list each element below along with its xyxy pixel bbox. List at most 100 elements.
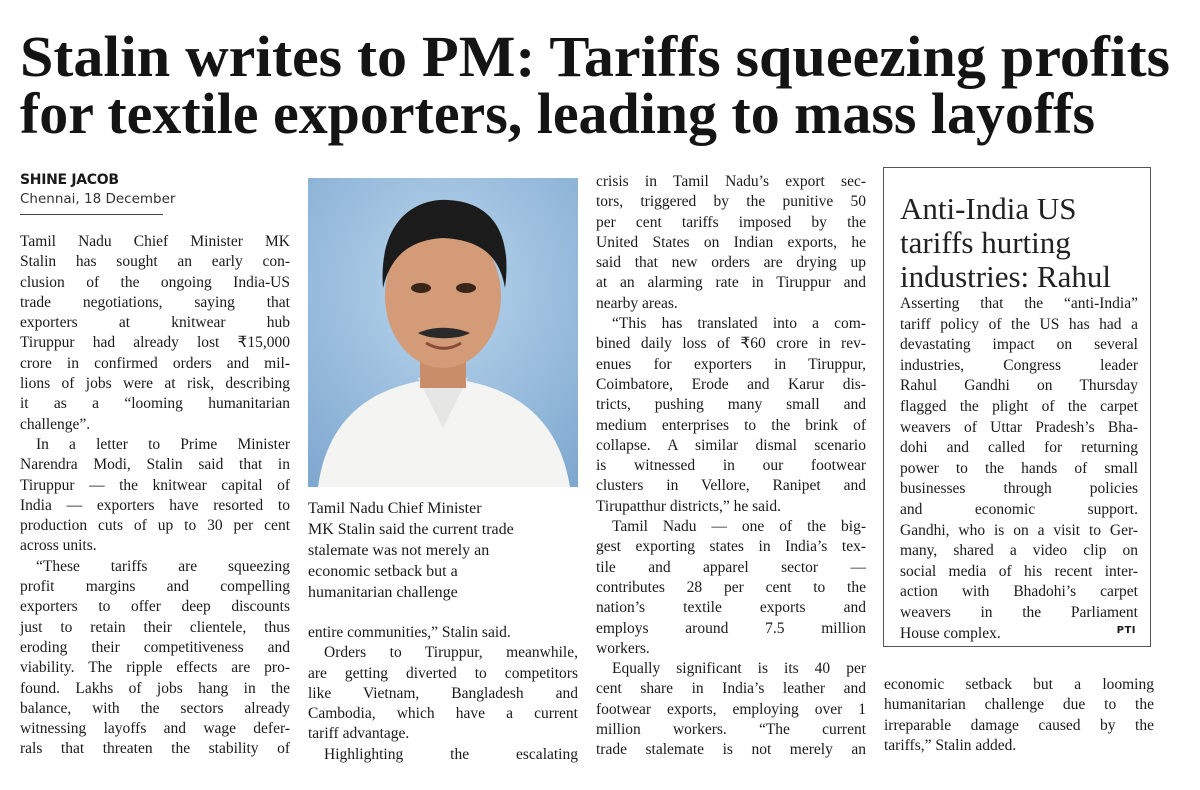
caption-line: stalemate was not merely an [308, 542, 490, 559]
sidebar-line: flagged the plight of the carpet [900, 397, 1138, 415]
sidebar-line: House complex. [900, 624, 1001, 642]
sidebar-line: and economic support. [900, 500, 1138, 518]
text-line: Equally significant is its 40 per [612, 660, 866, 678]
text-line: United States on Indian exports, he [596, 233, 866, 251]
text-line: In a letter to Prime Minister [36, 435, 290, 453]
text-line: just to retain their clientele, thus [20, 618, 290, 636]
text-line: tricts, pushing many small and [596, 396, 866, 414]
text-line: Highlighting the escalating [324, 745, 578, 763]
text-line: irreparable damage caused by the [884, 716, 1154, 734]
text-line: like Vietnam, Bangladesh and [308, 684, 578, 702]
text-line: clusion of the ongoing India-US [20, 273, 290, 291]
text-line: medium enterprises to the brink of [596, 416, 866, 434]
text-line: trade negotiations, saying that [20, 293, 290, 311]
text-line: tariffs,” Stalin added. [884, 736, 1017, 754]
text-line: profit margins and compelling [20, 578, 290, 596]
caption-line: Tamil Nadu Chief Minister [308, 500, 482, 517]
text-line: “This has translated into a com- [612, 315, 866, 333]
sidebar-line: Gandhi, who is on a visit to Ger- [900, 521, 1138, 539]
text-line: Narendra Modi, Stalin said that in [20, 456, 290, 474]
text-line: Tirupatthur districts,” he said. [596, 497, 781, 515]
text-line: crisis in Tamil Nadu’s export sec- [596, 173, 866, 190]
text-line: is witnessed in our footwear [596, 457, 866, 475]
text-line: across units. [20, 537, 97, 555]
text-line: collapse. A similar dismal scenario [596, 436, 866, 454]
sidebar-body: Asserting that the “anti-India” tariff po… [900, 294, 1138, 644]
text-line: humanitarian challenge due to the [884, 696, 1154, 714]
text-line: nation’s textile exports and [596, 599, 866, 617]
text-line: crore in confirmed orders and mil- [20, 354, 290, 372]
text-line: nearby areas. [596, 294, 678, 312]
text-line: are getting diverted to competitors [308, 664, 578, 682]
text-column: economic setback but a looming humanitari… [884, 675, 1154, 756]
text-column: entire communities,” Stalin said. Orders … [308, 623, 578, 765]
sidebar-line: weavers in the Parliament [900, 603, 1138, 621]
text-line: production cuts of up to 30 per cent [20, 517, 290, 535]
text-line: million workers. “The current [596, 721, 866, 739]
text-column: Tamil Nadu Chief Minister MK Stalin has s… [20, 232, 290, 760]
text-line: balance, with the sectors already [20, 699, 290, 717]
sidebar-line: Rahul Gandhi on Thursday [900, 377, 1138, 395]
text-line: Coimbatore, Erode and Karur dis- [596, 375, 866, 393]
text-line: cent share in India’s leather and [596, 680, 866, 698]
text-line: per cent tariffs imposed by the [596, 213, 866, 231]
text-line: Tiruppur had already lost ₹15,000 [20, 334, 290, 352]
text-line: tile and apparel sector — [596, 558, 866, 576]
text-line: footwear exports, employing over 1 [596, 700, 866, 718]
sidebar-line: devastating impact on several [900, 336, 1138, 354]
credit: PTI [1116, 625, 1136, 636]
sidebar-line: Asserting that the “anti-India” [900, 295, 1138, 312]
sidebar-line: tariff policy of the US has had a [900, 315, 1138, 333]
photo-caption: Tamil Nadu Chief Minister MK Stalin said … [308, 498, 578, 603]
text-line: lions of jobs were at risk, describing [20, 375, 290, 393]
text-line: Cambodia, which have a current [308, 705, 578, 723]
text-line: gest exporting states in India’s tex- [596, 538, 866, 556]
headline: Stalin writes to PM: Tariffs squeezing p… [20, 24, 1170, 146]
text-line: bined daily loss of ₹60 crore in rev- [596, 335, 866, 353]
text-line: employs around 7.5 million [596, 619, 866, 637]
text-line: contributes 28 per cent to the [596, 578, 866, 596]
text-line: Orders to Tiruppur, meanwhile, [324, 644, 578, 662]
text-column: crisis in Tamil Nadu’s export sec-tors, … [596, 172, 866, 761]
text-line: challenge”. [20, 415, 91, 433]
text-line: tors, triggered by the punitive 50 [596, 193, 866, 211]
byline: SHINE JACOB Chennai, 18 December [20, 172, 175, 207]
text-line: entire communities,” Stalin said. [308, 624, 511, 641]
sidebar-title-line: industries: Rahul [900, 259, 1111, 294]
text-line: at an alarming rate in Tiruppur and [596, 274, 866, 292]
caption-line: MK Stalin said the current trade [308, 521, 514, 538]
sidebar-line: dohi and called for returning [900, 439, 1138, 457]
headline-line: Stalin writes to PM: Tariffs squeezing p… [20, 24, 1170, 89]
text-line: viability. The ripple effects are pro- [20, 659, 290, 677]
text-line: trade stalemate is not merely an [596, 741, 866, 759]
headline-line: for textile exporters, leading to mass l… [20, 81, 1095, 146]
sidebar-line: many, shared a video clip on [900, 542, 1138, 560]
caption-line: humanitarian challenge [308, 584, 458, 601]
author: SHINE JACOB [20, 172, 119, 188]
text-line: exporters to offer deep discounts [20, 598, 290, 616]
text-line: Tamil Nadu Chief Minister MK [20, 233, 290, 250]
sidebar-line: businesses through policies [900, 480, 1138, 498]
sidebar-title-line: Anti-India US [900, 191, 1077, 226]
sidebar-line: weavers of Uttar Pradesh’s Bha- [900, 418, 1138, 436]
text-line: workers. [596, 639, 650, 657]
sidebar-title: Anti-India US tariffs hurting industries: … [900, 192, 1111, 294]
sidebar-box: Anti-India US tariffs hurting industries: … [883, 167, 1151, 647]
text-line: Stalin has sought an early con- [20, 253, 290, 271]
text-line: rals that threaten the stability of [20, 740, 290, 758]
sidebar-line: action with Bhadohi’s carpet [900, 583, 1138, 601]
divider [20, 214, 163, 215]
text-line: said that new orders are drying up [596, 254, 866, 272]
caption-line: economic setback but a [308, 563, 458, 580]
text-line: enues for exporters in Tiruppur, [596, 355, 866, 373]
text-line: witnessing layoffs and wage defer- [20, 720, 290, 738]
sidebar-title-line: tariffs hurting [900, 225, 1071, 260]
sidebar-line: power to the hands of small [900, 459, 1138, 477]
text-line: exporters at knitwear hub [20, 314, 290, 332]
text-line: tariff advantage. [308, 725, 410, 743]
text-line: economic setback but a looming [884, 676, 1154, 693]
text-line: it as a “looming humanitarian [20, 395, 290, 413]
text-line: “These tariffs are squeezing [36, 557, 290, 575]
text-line: eroding their competitiveness and [20, 638, 290, 656]
